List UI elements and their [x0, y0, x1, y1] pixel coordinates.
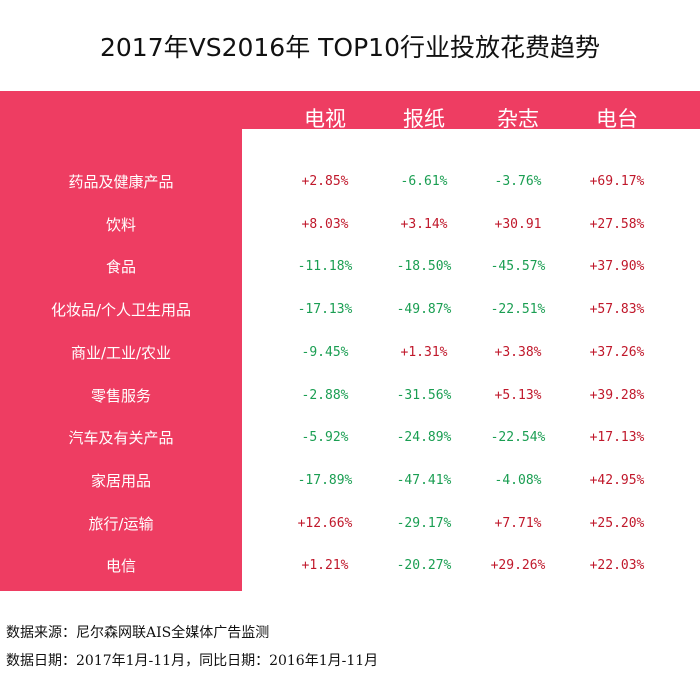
row-label: 食品	[105, 258, 136, 277]
table-cell: +57.83%	[589, 302, 645, 318]
table-cell: +8.03%	[301, 216, 349, 232]
table-cell: +1.31%	[400, 344, 448, 360]
row-label: 汽车及有关产品	[68, 429, 174, 448]
table-cell: -17.89%	[297, 472, 353, 488]
table-cell: +37.26%	[589, 344, 645, 360]
table-cell: -2.88%	[301, 387, 349, 403]
table-cell: +12.66%	[297, 515, 353, 531]
table-cell: +2.85%	[301, 174, 349, 189]
column-header: 电台	[596, 107, 638, 131]
row-label: 旅行/运输	[88, 514, 154, 533]
table-cell: -6.61%	[400, 174, 448, 189]
table-cell: -11.18%	[297, 259, 353, 275]
data-source-note: 数据来源：尼尔森网联AIS全媒体广告监测	[6, 625, 270, 641]
table-cell: -4.08%	[494, 472, 542, 488]
table-cell: +39.28%	[589, 387, 645, 403]
table-cell: +17.13%	[589, 430, 645, 446]
row-label: 化妆品/个人卫生用品	[50, 301, 192, 320]
table-cell: -31.56%	[396, 387, 452, 403]
table-cell: +25.20%	[589, 515, 645, 531]
column-header: 电视	[304, 107, 346, 131]
table-cell: -3.76%	[494, 174, 542, 189]
table-cell: -24.89%	[396, 430, 452, 446]
table-cell: +5.13%	[494, 387, 542, 403]
table-cell: +27.58%	[589, 216, 645, 232]
table-cell: -49.87%	[396, 302, 452, 318]
column-header: 杂志	[497, 107, 539, 131]
table-cell: -22.54%	[490, 430, 546, 446]
column-header: 报纸	[403, 107, 445, 131]
table-cell: +22.03%	[589, 558, 645, 574]
row-label: 饮料	[105, 215, 136, 234]
table-cell: -20.27%	[396, 558, 452, 574]
table-cell: +3.38%	[494, 344, 542, 360]
row-label: 家居用品	[90, 471, 151, 490]
table-cell: +1.21%	[301, 558, 349, 574]
data-date-note: 数据日期：2017年1月-11月，同比日期：2016年1月-11月	[6, 653, 379, 669]
table-cell: -29.17%	[396, 515, 452, 531]
table-cell: +42.95%	[589, 472, 645, 488]
table-cell: +7.71%	[494, 515, 542, 531]
table-cell: -22.51%	[490, 302, 546, 318]
chart-title: 2017年VS2016年 TOP10行业投放花费趋势	[99, 33, 600, 62]
table-cell: -18.50%	[396, 259, 452, 275]
table-cell: -47.41%	[396, 472, 452, 488]
table-cell: +30.91	[494, 216, 542, 232]
row-label: 药品及健康产品	[68, 173, 174, 191]
row-label: 商业/工业/农业	[70, 343, 172, 362]
table-cell: +3.14%	[400, 216, 448, 232]
table-cell: +69.17%	[589, 174, 645, 189]
table-cell: +37.90%	[589, 259, 645, 275]
table-cell: -17.13%	[297, 302, 353, 318]
table-cell: +29.26%	[490, 558, 546, 574]
row-label: 电信	[105, 557, 136, 576]
table-cell: -45.57%	[490, 259, 546, 275]
row-label: 零售服务	[90, 386, 151, 405]
table-cell: -9.45%	[301, 344, 349, 360]
table-cell: -5.92%	[301, 430, 349, 446]
table-body-background	[242, 129, 700, 591]
